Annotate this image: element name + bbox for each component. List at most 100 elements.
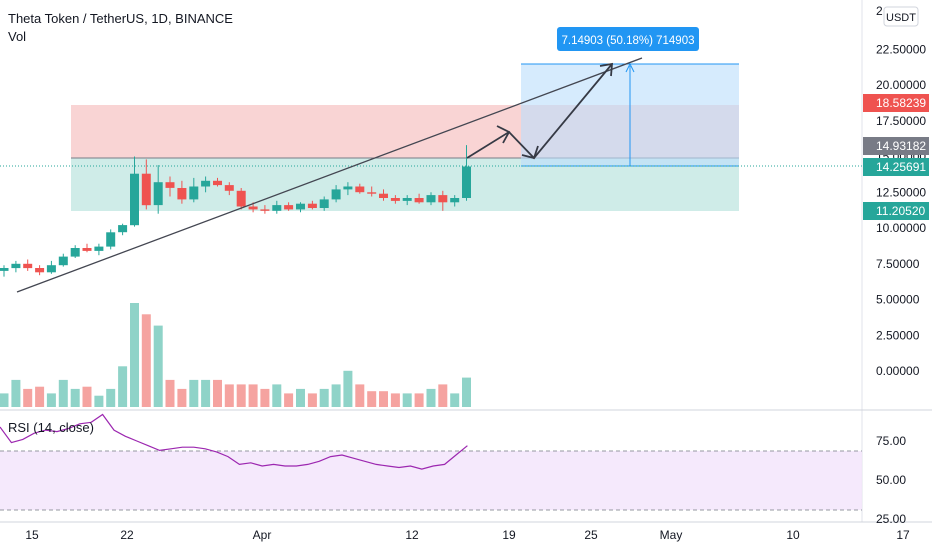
volume-bar: [355, 384, 365, 407]
price-range-tool[interactable]: [521, 62, 739, 167]
candle-body: [94, 246, 104, 251]
measure-label: 7.14903 (50.18%) 714903: [562, 35, 695, 47]
time-tick-label: 10: [786, 528, 800, 542]
projection-arrowhead-3: [599, 62, 613, 77]
candle-body: [438, 195, 448, 203]
volume-bar: [82, 386, 92, 407]
volume-bar: [402, 393, 412, 407]
projection-arrowhead-1: [496, 125, 511, 144]
candle-body: [224, 185, 234, 191]
candle-body: [272, 205, 282, 211]
volume-bar: [462, 377, 471, 407]
volume-bar: [296, 388, 305, 407]
rsi-label: RSI (14, close): [8, 420, 94, 435]
price-badge: [863, 137, 929, 155]
volume-bar: [201, 379, 211, 407]
symbol-title: Theta Token / TetherUS, 1D, BINANCE: [8, 11, 233, 26]
time-axis[interactable]: 15 22 Apr 12 19 25 May 10 17: [25, 528, 910, 542]
volume-bar: [70, 388, 80, 407]
candle-body: [82, 248, 92, 251]
volume-label: Vol: [8, 29, 26, 44]
volume-bar: [46, 393, 56, 407]
rsi-tick-label: 75.00: [876, 434, 906, 448]
rsi-axis: 75.00 50.00 25.00: [876, 434, 906, 526]
volume-bar: [224, 384, 234, 407]
candle-body: [141, 173, 151, 206]
candle-body: [367, 192, 377, 194]
volume-bar: [141, 314, 151, 407]
candle-body: [390, 198, 400, 201]
volume-bar: [0, 393, 9, 407]
time-tick-label: Apr: [253, 528, 272, 542]
volume-bar: [450, 393, 460, 407]
candle-body: [165, 182, 175, 188]
candle-body: [331, 189, 341, 200]
time-tick-label: May: [660, 528, 683, 542]
candle-body: [106, 232, 116, 247]
price-tick-label: 20.00000: [876, 78, 926, 92]
volume-bar: [343, 370, 353, 407]
volume-bar: [35, 386, 45, 407]
candle-body: [11, 263, 21, 269]
time-tick-label: 17: [896, 528, 910, 542]
price-axis-partial-label: 2: [876, 4, 883, 18]
candle-body: [296, 203, 305, 210]
candle-layer: [0, 145, 471, 277]
volume-bar: [319, 388, 329, 407]
price-badge-label: 18.58239: [876, 96, 926, 110]
candle-body: [70, 248, 80, 257]
volume-bar: [130, 303, 139, 407]
volume-bar: [23, 388, 33, 407]
volume-layer: [0, 303, 471, 407]
candle-body: [177, 188, 187, 200]
candle-body: [307, 203, 317, 208]
time-tick-label: 25: [584, 528, 598, 542]
projection-arrowhead-2: [521, 145, 539, 160]
volume-bar: [414, 393, 424, 407]
candle-body: [355, 186, 365, 193]
candle-body: [284, 205, 294, 210]
volume-bar: [260, 388, 270, 407]
price-badge-label: 11.20520: [876, 204, 925, 218]
price-tick-label: 10.00000: [876, 221, 926, 235]
currency-button-label: USDT: [886, 12, 916, 24]
volume-bar: [390, 393, 400, 407]
candle-body: [260, 209, 270, 211]
time-tick-label: 12: [405, 528, 419, 542]
measure-label-box: 7.14903 (50.18%) 714903: [557, 27, 699, 51]
volume-bar: [153, 325, 163, 407]
volume-bar: [236, 384, 246, 407]
price-tick-label: 17.50000: [876, 114, 926, 128]
volume-bar: [438, 384, 448, 407]
candle-body: [414, 198, 424, 203]
volume-bar: [11, 379, 21, 407]
candle-body: [343, 186, 353, 190]
rsi-tick-label: 25.00: [876, 512, 906, 526]
measure-arrowhead: [625, 62, 635, 73]
volume-bar: [379, 391, 388, 407]
currency-button[interactable]: USDT: [883, 6, 919, 27]
time-tick-label: 15: [25, 528, 39, 542]
volume-bar: [165, 379, 175, 407]
candle-body: [462, 166, 471, 198]
price-badge: [863, 158, 929, 176]
candle-body: [319, 199, 329, 208]
volume-bar: [118, 366, 128, 407]
candle-body: [379, 193, 388, 198]
rsi-band: [0, 451, 862, 510]
projection-path[interactable]: [466, 62, 613, 160]
rsi-tick-label: 50.00: [876, 473, 906, 487]
volume-bar: [307, 393, 317, 407]
candle-body: [0, 268, 9, 271]
candle-body: [402, 198, 412, 201]
candle-body: [248, 206, 258, 210]
trend-line[interactable]: [16, 57, 643, 293]
time-tick-label: 22: [120, 528, 134, 542]
candle-body: [426, 195, 436, 203]
volume-bar: [331, 384, 341, 407]
volume-bar: [189, 379, 199, 407]
candle-body: [153, 182, 163, 206]
volume-bar: [367, 391, 377, 407]
